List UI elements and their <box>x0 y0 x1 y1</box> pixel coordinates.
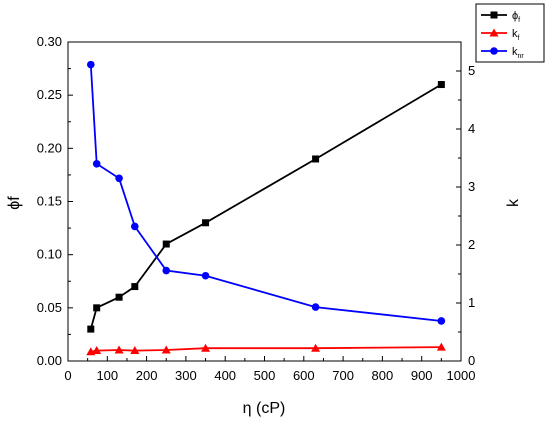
legend-marker <box>490 11 498 19</box>
legend-label: knr <box>512 46 524 60</box>
legend-marker <box>489 28 499 37</box>
series-line <box>89 64 442 322</box>
data-point <box>114 345 124 354</box>
x-tick-label: 200 <box>136 368 158 383</box>
x-tick-label: 0 <box>64 368 71 383</box>
data-point <box>115 293 123 301</box>
x-tick-label: 400 <box>214 368 236 383</box>
series-2 <box>86 342 446 356</box>
data-point <box>201 271 210 280</box>
data-point <box>130 346 140 355</box>
data-point <box>131 283 139 291</box>
legend-label: ϕf <box>512 10 520 24</box>
x-tick-label: 500 <box>254 368 276 383</box>
legend-marker <box>490 47 498 55</box>
x-axis: 0 100 200 300 400 500 600 700 800 900 1000 <box>64 356 475 383</box>
series-layer <box>86 60 446 356</box>
x-tick-label: 900 <box>411 368 433 383</box>
legend: ϕf kf knr <box>475 3 545 63</box>
x-tick-label: 100 <box>96 368 118 383</box>
data-point <box>311 303 320 311</box>
y-left-tick-label: 0.25 <box>37 87 62 102</box>
y-right-tick-label: 4 <box>468 121 475 136</box>
y-axis-left: 0.00 0.05 0.10 0.15 0.20 0.25 0.30 <box>37 34 73 368</box>
data-point <box>202 219 210 227</box>
y-right-tick-label: 1 <box>468 295 475 310</box>
y-right-tick-label: 0 <box>468 353 475 368</box>
data-point <box>162 266 171 275</box>
data-point <box>93 304 101 312</box>
series-3 <box>86 60 446 325</box>
y-axis-right: 0 1 2 3 4 5 <box>456 41 475 368</box>
x-axis-title: η (cP) <box>243 400 286 417</box>
y-right-tick-label: 2 <box>468 237 475 252</box>
data-point <box>437 81 445 89</box>
x-tick-label: 800 <box>372 368 394 383</box>
data-point <box>312 155 320 163</box>
data-point <box>436 342 446 351</box>
legend-label: kf <box>512 28 520 42</box>
y-left-tick-label: 0.15 <box>37 194 62 209</box>
y-left-tick-label: 0.05 <box>37 300 62 315</box>
y-right-tick-label: 3 <box>468 179 475 194</box>
series-line <box>89 83 442 330</box>
data-point <box>92 346 102 355</box>
y-left-tick-label: 0.30 <box>37 34 62 49</box>
y-left-tick-label: 0.20 <box>37 140 62 155</box>
series-line <box>90 346 442 353</box>
x-tick-label: 1000 <box>447 368 476 383</box>
y-axis-left-title: ϕf <box>6 196 23 210</box>
data-point <box>131 222 139 231</box>
data-point <box>115 174 123 183</box>
y-left-tick-label: 0.00 <box>37 353 62 368</box>
data-point <box>201 343 211 352</box>
data-point <box>92 160 101 168</box>
y-right-tick-label: 5 <box>468 63 475 78</box>
x-tick-label: 600 <box>293 368 315 383</box>
data-point <box>311 343 321 352</box>
data-point <box>162 240 170 248</box>
data-point <box>87 325 95 333</box>
x-tick-label: 300 <box>175 368 197 383</box>
data-point <box>161 345 171 354</box>
y-left-tick-label: 0.10 <box>37 247 62 262</box>
data-point <box>437 317 446 325</box>
series-1 <box>87 81 445 333</box>
data-point <box>86 60 95 69</box>
x-tick-label: 700 <box>332 368 354 383</box>
y-axis-right-title: k <box>505 198 522 207</box>
